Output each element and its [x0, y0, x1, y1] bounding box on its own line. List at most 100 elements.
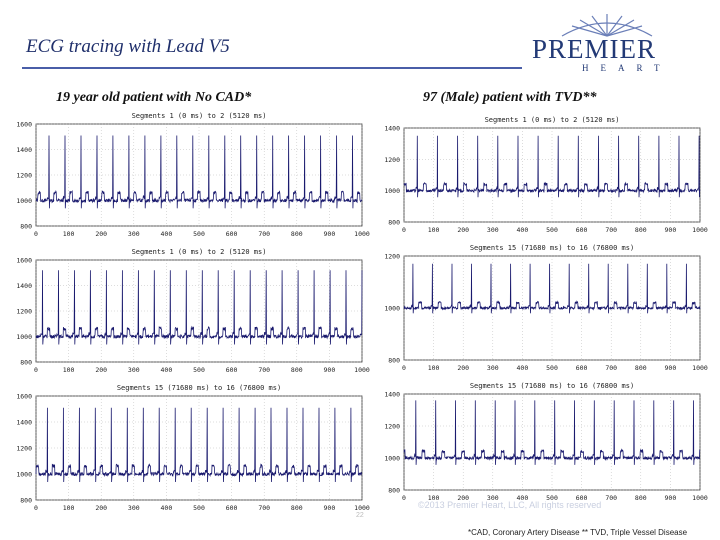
- y-tick-label: 1200: [384, 253, 400, 261]
- left-column-heading: 19 year old patient with No CAD*: [56, 90, 252, 105]
- x-tick-label: 900: [665, 494, 677, 502]
- ecg-chart-left-1: Segments 1 (0 ms) to 2 (5120 ms)80010001…: [16, 112, 370, 238]
- x-tick-label: 0: [34, 230, 38, 238]
- x-tick-label: 900: [665, 364, 677, 372]
- x-tick-label: 800: [291, 230, 303, 238]
- x-tick-label: 0: [402, 226, 406, 234]
- x-tick-label: 900: [324, 230, 336, 238]
- x-tick-label: 100: [428, 494, 440, 502]
- y-tick-label: 1400: [16, 282, 32, 290]
- y-tick-label: 1400: [16, 419, 32, 427]
- x-tick-label: 200: [457, 226, 469, 234]
- x-tick-label: 900: [324, 504, 336, 512]
- x-tick-label: 400: [517, 226, 529, 234]
- y-tick-label: 1600: [16, 121, 32, 129]
- slide-title: ECG tracing with Lead V5: [26, 36, 230, 57]
- y-tick-label: 1400: [384, 125, 400, 133]
- x-tick-label: 800: [635, 494, 647, 502]
- y-tick-label: 1200: [384, 156, 400, 164]
- ecg-chart-right-3: Segments 15 (71680 ms) to 16 (76800 ms) 8…: [384, 382, 708, 502]
- x-tick-label: 900: [665, 226, 677, 234]
- logo-subtitle: HEART: [582, 63, 672, 73]
- x-tick-label: 400: [161, 366, 173, 374]
- ecg-trace-series: [35, 407, 363, 483]
- y-tick-label: 800: [388, 357, 400, 365]
- company-logo: PREMIER HEART: [522, 12, 692, 73]
- y-tick-label: 800: [20, 497, 32, 505]
- x-tick-label: 200: [95, 504, 107, 512]
- x-tick-label: 1000: [354, 504, 370, 512]
- x-tick-label: 100: [63, 366, 75, 374]
- x-tick-label: 800: [291, 504, 303, 512]
- y-tick-label: 1200: [16, 308, 32, 316]
- y-tick-label: 1000: [384, 305, 400, 313]
- x-tick-label: 1000: [692, 494, 708, 502]
- x-tick-label: 400: [161, 230, 173, 238]
- x-tick-label: 600: [576, 226, 588, 234]
- y-tick-label: 1200: [16, 172, 32, 180]
- ecg-chart-left-2: Segments 1 (0 ms) to 2 (5120 ms)80010001…: [16, 248, 370, 374]
- x-tick-label: 600: [576, 364, 588, 372]
- chart-title: Segments 1 (0 ms) to 2 (5120 ms): [132, 248, 267, 256]
- x-tick-label: 0: [34, 504, 38, 512]
- x-tick-label: 200: [457, 494, 469, 502]
- x-tick-label: 1000: [692, 364, 708, 372]
- x-tick-label: 1000: [354, 230, 370, 238]
- y-tick-label: 800: [20, 359, 32, 367]
- x-tick-label: 200: [95, 230, 107, 238]
- page-number: 22: [356, 512, 364, 519]
- copyright-watermark: ©2013 Premier Heart, LLC, All rights res…: [418, 500, 602, 510]
- x-tick-label: 600: [226, 230, 238, 238]
- logo-wordmark: PREMIER: [532, 34, 657, 64]
- x-tick-label: 900: [324, 366, 336, 374]
- x-tick-label: 100: [428, 226, 440, 234]
- y-tick-label: 1000: [16, 197, 32, 205]
- chart-title: Segments 15 (71680 ms) to 16 (76800 ms): [117, 384, 281, 392]
- x-tick-label: 700: [605, 226, 617, 234]
- x-tick-label: 200: [95, 366, 107, 374]
- x-tick-label: 300: [487, 494, 499, 502]
- ecg-chart-right-1: Segments 1 (0 ms) to 2 (5120 ms)80010001…: [384, 116, 708, 234]
- y-tick-label: 1000: [384, 187, 400, 195]
- y-tick-label: 1200: [384, 423, 400, 431]
- ecg-chart-left-3: Segments 15 (71680 ms) to 16 (76800 ms) 8…: [16, 384, 370, 512]
- x-tick-label: 700: [605, 494, 617, 502]
- y-tick-label: 1200: [16, 445, 32, 453]
- footnote: *CAD, Coronary Artery Disease ** TVD, Tr…: [468, 528, 688, 537]
- x-tick-label: 100: [428, 364, 440, 372]
- x-tick-label: 100: [63, 504, 75, 512]
- y-tick-label: 1400: [384, 391, 400, 399]
- ecg-trace-series: [35, 135, 363, 209]
- plot-frame: [403, 127, 701, 223]
- x-tick-label: 500: [193, 230, 205, 238]
- y-tick-label: 800: [388, 219, 400, 227]
- ecg-trace-series: [35, 270, 363, 345]
- right-column-heading: 97 (Male) patient with TVD**: [423, 90, 597, 105]
- x-tick-label: 200: [457, 364, 469, 372]
- sunburst-icon: [561, 14, 653, 37]
- x-tick-label: 0: [34, 366, 38, 374]
- x-tick-label: 400: [517, 364, 529, 372]
- x-tick-label: 400: [517, 494, 529, 502]
- x-tick-label: 0: [402, 364, 406, 372]
- x-tick-label: 100: [63, 230, 75, 238]
- x-tick-label: 700: [258, 366, 270, 374]
- x-tick-label: 600: [576, 494, 588, 502]
- x-tick-label: 500: [546, 226, 558, 234]
- x-tick-label: 500: [546, 364, 558, 372]
- ecg-trace-series: [403, 135, 701, 198]
- x-tick-label: 1000: [692, 226, 708, 234]
- chart-title: Segments 15 (71680 ms) to 16 (76800 ms): [470, 382, 634, 390]
- ecg-trace-series: [403, 400, 701, 465]
- y-tick-label: 1000: [384, 455, 400, 463]
- x-tick-label: 300: [128, 366, 140, 374]
- x-tick-label: 500: [546, 494, 558, 502]
- y-tick-label: 1000: [16, 333, 32, 341]
- y-tick-label: 1000: [16, 471, 32, 479]
- y-tick-label: 1600: [16, 257, 32, 265]
- y-tick-label: 1600: [16, 393, 32, 401]
- x-tick-label: 800: [635, 364, 647, 372]
- chart-title: Segments 1 (0 ms) to 2 (5120 ms): [132, 112, 267, 120]
- x-tick-label: 300: [487, 364, 499, 372]
- x-tick-label: 500: [193, 366, 205, 374]
